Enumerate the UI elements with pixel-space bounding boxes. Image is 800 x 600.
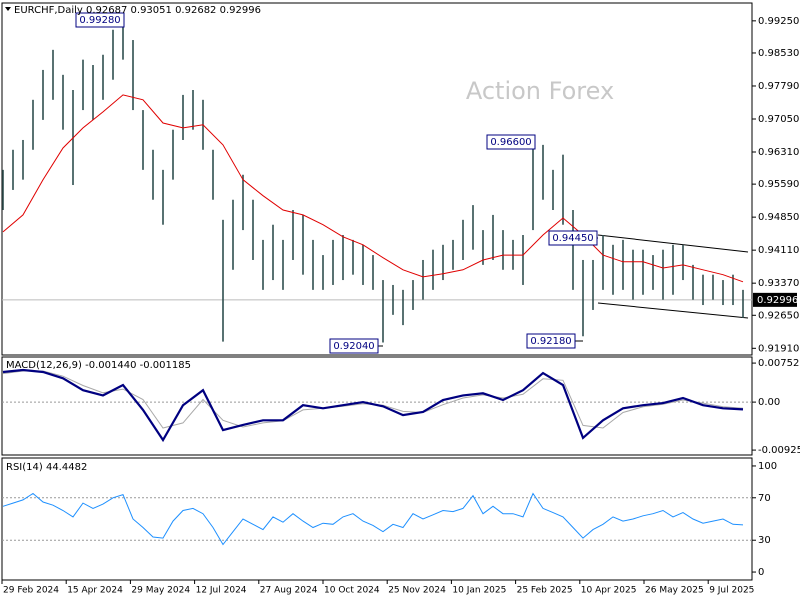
y-tick-label: 0.94110: [758, 245, 799, 256]
price-panel: [1, 2, 753, 356]
y-tick-label: 0.95590: [758, 179, 799, 190]
rsi-line: [2, 492, 744, 546]
channel-upper: [597, 234, 749, 253]
y-tick-label: 0.99250: [758, 16, 799, 27]
watermark: Action Forex: [466, 77, 614, 105]
x-tick-label: 29 May 2024: [131, 586, 190, 596]
y-tick-label: 0.93370: [758, 278, 799, 289]
x-tick-label: 27 Aug 2024: [260, 586, 318, 596]
rsi-panel: [1, 457, 753, 581]
last-price-tag: [753, 292, 797, 307]
panel-title: RSI(14) 44.4482: [6, 462, 87, 473]
y-tick-label: 0.96310: [758, 147, 799, 158]
x-tick-label: 26 May 2025: [645, 586, 704, 596]
x-tick-label: 10 Apr 2025: [581, 586, 637, 596]
x-tick-label: 10 Jan 2025: [452, 586, 506, 596]
annotation-label: 0.92040: [333, 341, 374, 352]
annotation-box: [329, 338, 379, 354]
y-tick-label: 100: [758, 461, 777, 472]
y-tick-label: 70: [758, 493, 771, 504]
y-tick-label: 0.97790: [758, 81, 799, 92]
y-tick-label: 0.92650: [758, 310, 799, 321]
x-tick-label: 10 Oct 2024: [324, 586, 380, 596]
y-tick-label: 0.97050: [758, 114, 799, 125]
y-tick-label: -0.009252: [758, 445, 800, 456]
x-tick-label: 25 Nov 2024: [388, 586, 446, 596]
y-tick-label: 0: [758, 567, 764, 578]
y-tick-label: 0.94850: [758, 212, 799, 223]
annotation-label: 0.92180: [530, 336, 571, 347]
y-tick-label: 0.007526: [758, 358, 800, 369]
annotation-label: 0.94450: [552, 233, 593, 244]
annotation-box: [526, 333, 576, 349]
x-tick-label: 29 Feb 2024: [3, 586, 59, 596]
x-tick-label: 25 Feb 2025: [517, 586, 573, 596]
macd-line: [2, 368, 744, 443]
panel-title: EURCHF,Daily 0.92687 0.93051 0.92682 0.9…: [14, 5, 261, 16]
menu-icon: [5, 7, 11, 11]
x-tick-label: 12 Jul 2024: [196, 586, 247, 596]
channel-lower: [597, 302, 749, 319]
annotation-box: [75, 12, 125, 28]
y-tick-label: 0.00: [758, 397, 780, 408]
x-tick-label: 15 Apr 2024: [67, 586, 123, 596]
annotation-label: 0.96600: [490, 137, 531, 148]
annotation-box: [548, 230, 598, 246]
panel-title: MACD(12,26,9) -0.001440 -0.001185: [6, 360, 191, 371]
y-tick-label: 0.98530: [758, 48, 799, 59]
last-price-label: 0.92996: [757, 295, 798, 306]
y-tick-label: 30: [758, 535, 771, 546]
macd-panel: [1, 356, 753, 456]
y-tick-label: 0.91910: [758, 343, 799, 354]
annotation-label: 0.99280: [79, 15, 120, 26]
signal-line: [2, 370, 744, 429]
x-tick-label: 9 Jul 2025: [709, 586, 754, 596]
moving-average: [2, 94, 744, 283]
annotation-box: [486, 134, 536, 150]
